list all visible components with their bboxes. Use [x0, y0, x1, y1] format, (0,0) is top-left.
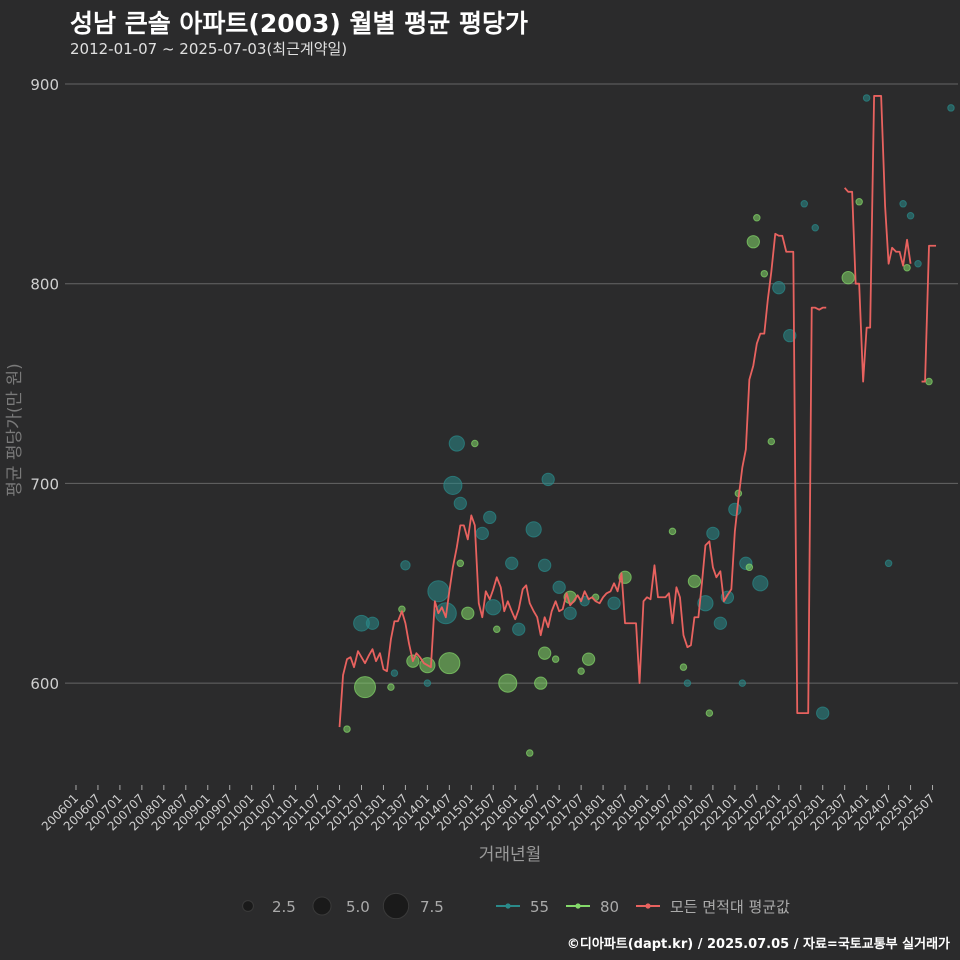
legend-series-label: 80: [600, 898, 619, 916]
point-55: [390, 669, 399, 677]
average-line-segment: [843, 95, 912, 383]
x-tick-labels: 2006012006072007012007072008012008072009…: [39, 785, 938, 834]
legend-size-dot: [312, 896, 332, 916]
point-55: [811, 224, 819, 232]
point-55: [525, 521, 542, 538]
y-tick-label: 800: [30, 276, 59, 294]
point-55: [772, 281, 786, 295]
point-55: [706, 526, 720, 540]
point-80: [925, 377, 933, 386]
point-55: [947, 104, 955, 112]
point-55: [816, 706, 830, 720]
point-80: [538, 646, 552, 660]
point-55: [713, 616, 728, 630]
point-80: [745, 563, 754, 572]
point-55: [607, 596, 621, 610]
point-55: [906, 212, 915, 220]
legend-size-label: 2.5: [272, 898, 296, 916]
average-line-segment: [921, 244, 937, 383]
point-55: [423, 679, 432, 687]
point-80: [581, 652, 596, 666]
point-55: [443, 475, 463, 495]
point-55: [505, 556, 519, 570]
point-55: [800, 200, 809, 208]
point-80: [746, 235, 760, 249]
point-80: [354, 676, 377, 699]
y-tick-label: 900: [30, 76, 59, 94]
point-55: [697, 595, 714, 612]
legend-series-dot: [645, 903, 651, 909]
point-55: [683, 679, 692, 687]
legend-size-dot: [242, 900, 254, 912]
point-55: [475, 526, 489, 540]
point-55: [563, 606, 577, 620]
point-55: [365, 616, 380, 630]
point-55: [862, 94, 871, 102]
point-55: [483, 510, 497, 525]
point-80: [679, 663, 688, 671]
average-line-segment: [338, 232, 827, 728]
point-55: [552, 580, 566, 594]
point-80: [471, 439, 479, 448]
legend-size-label: 5.0: [346, 898, 370, 916]
point-80: [668, 527, 677, 536]
point-80: [498, 673, 518, 693]
point-80: [687, 574, 702, 588]
point-55: [884, 559, 893, 568]
point-80: [577, 667, 585, 675]
point-55: [512, 622, 526, 636]
point-55: [914, 259, 922, 268]
point-55: [453, 496, 467, 511]
gridlines: [65, 83, 958, 684]
legend-size-label: 7.5: [420, 898, 444, 916]
point-80: [705, 709, 714, 717]
point-55: [783, 328, 797, 343]
point-80: [438, 652, 461, 675]
point-55: [899, 200, 907, 208]
point-80: [855, 198, 863, 206]
y-tick-labels: 600 700 800 900: [30, 76, 59, 693]
legend-series-label: 55: [530, 898, 549, 916]
point-80: [525, 749, 534, 757]
point-80: [767, 437, 776, 446]
chart-subtitle: 2012-01-07 ~ 2025-07-03(최근계약일): [70, 40, 348, 58]
point-55: [448, 435, 465, 452]
y-tick-label: 700: [30, 475, 59, 493]
point-80: [456, 559, 465, 568]
point-80: [387, 683, 395, 691]
chart-title: 성남 큰솔 아파트(2003) 월별 평균 평당가: [70, 9, 528, 38]
legend-size-dot: [382, 892, 410, 920]
point-55: [538, 558, 552, 572]
point-80: [760, 269, 769, 278]
y-tick-label: 600: [30, 675, 59, 693]
point-80: [841, 271, 855, 285]
source-caption: ©디아파트(dapt.kr) / 2025.07.05 / 자료=국토교통부 실…: [566, 937, 950, 952]
legend-series-dot: [575, 903, 581, 909]
point-80: [551, 655, 560, 663]
point-80: [753, 214, 761, 222]
point-80: [903, 263, 911, 272]
point-55: [427, 580, 450, 603]
scatter-points: [343, 94, 955, 757]
legend-series-dot: [505, 903, 511, 909]
legend: 2.5 5.0 7.5 55 80 모든 면적대 평균값: [242, 892, 790, 920]
point-55: [400, 560, 411, 571]
x-axis-label: 거래년월: [479, 845, 542, 865]
point-55: [752, 575, 769, 592]
point-80: [534, 676, 548, 690]
point-55: [485, 599, 502, 616]
point-55: [541, 472, 555, 487]
average-line: [338, 95, 937, 728]
point-55: [738, 679, 747, 687]
point-80: [493, 625, 501, 633]
point-80: [343, 725, 351, 733]
point-55: [728, 502, 742, 517]
y-axis-label: 평균 평당가(만 원): [5, 363, 25, 497]
point-80: [461, 606, 475, 620]
legend-series-label: 모든 면적대 평균값: [670, 898, 790, 916]
